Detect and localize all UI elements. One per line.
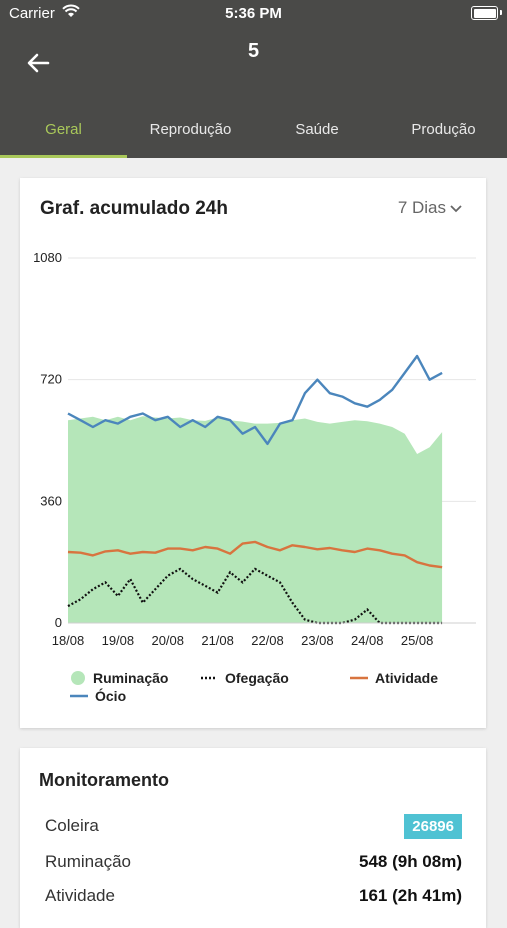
range-selector[interactable]: 7 Dias [398,198,462,218]
monitoring-row-ruminacao: Ruminação 548 (9h 08m) [45,850,462,876]
legend-label-ruminacao: Ruminação [93,670,169,686]
legend-item-ocio: Ócio [70,688,126,704]
monitoring-row-coleira: Coleira 26896 [45,814,462,840]
atividade-label: Atividade [45,886,115,905]
legend-item-ofegacao: Ofegação [200,670,289,686]
x-tick-label: 23/08 [301,633,334,648]
tab-bar: Geral Reprodução Saúde Produção [0,112,507,158]
coleira-label: Coleira [45,816,99,835]
series-line-atividade [67,540,443,569]
y-tick-label: 360 [40,493,62,508]
legend-item-atividade: Atividade [350,670,438,686]
status-time: 5:36 PM [225,5,282,22]
carrier-label: Carrier [9,5,55,22]
ruminacao-value: 548 (9h 08m) [359,852,462,871]
cumulative-chart: 0 360 720 1080 18/08 19/08 20/08 21/08 22/08 23/0… [33,250,476,648]
wifi-icon [62,4,80,17]
legend-label-ofegacao: Ofegação [225,670,289,686]
chart-card: Graf. acumulado 24h 7 Dias 0 360 720 1080 18… [20,178,486,728]
y-tick-label: 0 [55,615,62,630]
chevron-down-icon [450,204,462,212]
x-tick-label: 24/08 [351,633,384,648]
x-tick-label: 20/08 [151,633,184,648]
x-tick-label: 25/08 [401,633,434,648]
back-arrow-icon[interactable] [24,49,52,77]
legend-label-ocio: Ócio [95,688,127,704]
series-area-ruminacao [68,416,443,623]
monitoring-row-atividade: Atividade 161 (2h 41m) [45,884,462,910]
chart-legend: Ruminação Ofegação Atividade Ócio [70,670,470,710]
tab-saude[interactable]: Saúde [295,121,339,138]
collar-id-badge: 26896 [404,814,462,839]
tab-reproducao[interactable]: Reprodução [149,121,232,138]
y-tick-label: 1080 [33,250,62,265]
battery-tip [500,10,502,15]
legend-label-atividade: Atividade [375,670,439,686]
app-header: Carrier 5:36 PM 5 Geral Reprodução Saúde… [0,0,507,158]
legend-swatch-atividade [350,676,368,680]
series-line-ofegacao [67,567,443,625]
series-line-ocio [67,354,443,446]
y-tick-label: 720 [40,372,62,387]
atividade-value: 161 (2h 41m) [359,886,462,905]
page-title: 5 [247,40,260,62]
legend-item-ruminacao: Ruminação [70,670,168,686]
x-tick-label: 22/08 [251,633,284,648]
ruminacao-label: Ruminação [45,852,131,871]
chart-title: Graf. acumulado 24h [40,198,228,219]
x-tick-label: 18/08 [52,633,85,648]
range-selector-label: 7 Dias [397,198,446,217]
monitoring-title: Monitoramento [39,770,169,790]
battery-icon [471,6,498,20]
tab-geral[interactable]: Geral [0,112,127,158]
status-bar: Carrier 5:36 PM [0,0,507,28]
legend-swatch-ruminacao [71,671,85,685]
x-tick-label: 19/08 [102,633,135,648]
tab-producao[interactable]: Produção [411,121,476,138]
x-tick-label: 21/08 [201,633,234,648]
legend-swatch-ofegacao [201,676,217,680]
monitoring-card: Monitoramento Coleira 26896 Ruminação 54… [20,748,486,928]
legend-swatch-ocio [70,694,88,698]
